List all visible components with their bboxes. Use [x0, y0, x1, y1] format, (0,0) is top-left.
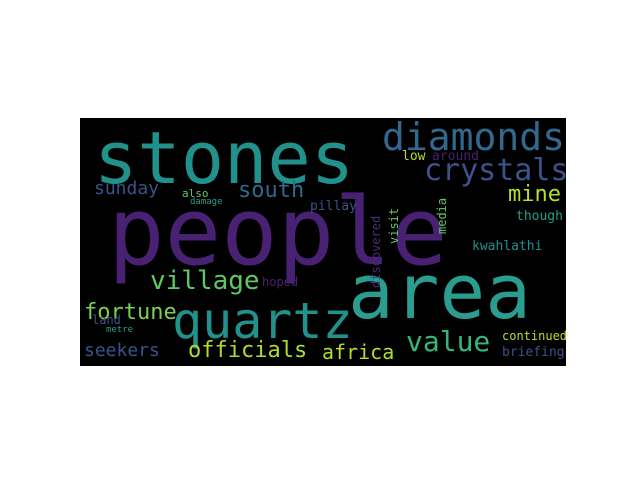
- word-though: though: [516, 209, 563, 224]
- word-seekers: seekers: [84, 340, 160, 361]
- word-sunday: sunday: [94, 178, 160, 199]
- word-metre: metre: [106, 325, 134, 335]
- word-diamonds: diamonds: [382, 118, 566, 159]
- word-value: value: [406, 325, 491, 358]
- word-officials: officials: [188, 338, 308, 363]
- word-discovered: discovered: [369, 215, 383, 288]
- word-media: media: [435, 197, 449, 234]
- word-around: around: [432, 149, 479, 164]
- word-continued: continued: [502, 329, 566, 343]
- word-people: people: [108, 178, 448, 287]
- word-low: low: [402, 149, 426, 164]
- word-quartz: quartz: [172, 292, 353, 350]
- word-stones: stones: [94, 118, 355, 200]
- word-kwahlathi: kwahlathi: [472, 239, 543, 254]
- word-hoped: hoped: [262, 275, 299, 289]
- word-south: south: [238, 178, 305, 203]
- word-africa: africa: [322, 340, 395, 364]
- word-briefing: briefing: [502, 345, 565, 360]
- word-area: area: [348, 247, 532, 336]
- word-pillay: pillay: [310, 199, 357, 214]
- word-land: land: [92, 313, 121, 327]
- word-fortune: fortune: [84, 300, 177, 325]
- word-crystals: crystals: [424, 153, 566, 188]
- word-mine: mine: [508, 182, 561, 207]
- word-also: also: [182, 187, 209, 200]
- word-village: village: [150, 266, 260, 296]
- word-visit: visit: [387, 207, 401, 244]
- word-cloud: people stones area diamonds quartz cryst…: [80, 118, 566, 366]
- word-damage: damage: [190, 197, 223, 207]
